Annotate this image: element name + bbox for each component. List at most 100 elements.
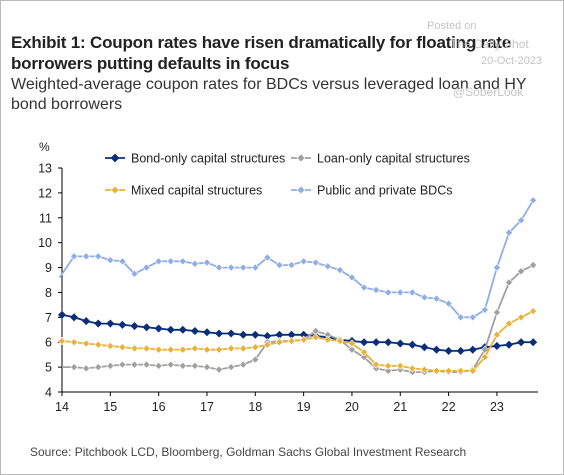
- x-tick-label: 19: [297, 400, 311, 414]
- series-point-3: [468, 313, 477, 322]
- series-point-2: [251, 343, 260, 352]
- series-point-2: [420, 365, 429, 374]
- series-point-0: [492, 341, 501, 350]
- series-point-0: [384, 338, 393, 347]
- series-point-3: [299, 257, 308, 266]
- series-point-0: [360, 338, 369, 347]
- series-point-0: [154, 324, 163, 333]
- series-point-3: [504, 228, 514, 237]
- series-line-3: [58, 199, 534, 319]
- series-point-2: [287, 336, 296, 346]
- line-chart: % 4 5 6 7 8 9 10 11 12 13 14 15 16 17 18 19 20 21 22 23 Bond-…: [38, 140, 538, 414]
- series-point-3: [517, 216, 526, 225]
- series-point-3: [166, 257, 175, 266]
- series-point-2: [384, 361, 393, 370]
- series-point-0: [468, 345, 477, 354]
- x-tick-label: 17: [200, 400, 214, 414]
- series-point-2: [118, 343, 127, 352]
- legend-entry: Mixed capital structures: [131, 184, 262, 198]
- series-point-3: [347, 273, 356, 282]
- series-point-3: [323, 262, 332, 271]
- series-point-1: [178, 361, 187, 370]
- series-point-2: [480, 353, 489, 362]
- series-point-2: [360, 348, 369, 357]
- y-tick-label: 10: [38, 236, 52, 250]
- series-point-0: [227, 329, 236, 338]
- chart-subtitle: Weighted-average coupon rates for BDCs v…: [11, 76, 527, 113]
- series-point-2: [202, 345, 211, 354]
- series-point-1: [190, 361, 199, 370]
- series-point-0: [432, 345, 441, 354]
- series-point-1: [504, 278, 514, 287]
- series-line-0: [61, 313, 534, 352]
- series-point-2: [94, 340, 103, 349]
- y-tick-label: 12: [38, 186, 52, 200]
- series-point-3: [287, 261, 296, 270]
- series-line-2: [61, 310, 534, 372]
- series-point-0: [517, 338, 526, 347]
- series-point-3: [384, 288, 393, 297]
- watermark-brand: The Daily Shot: [450, 37, 529, 51]
- series-point-3: [130, 269, 139, 278]
- series-point-1: [94, 363, 103, 372]
- x-tick-label: 14: [55, 400, 69, 414]
- y-tick-label: 8: [45, 286, 52, 300]
- series-point-2: [227, 344, 236, 353]
- series-point-3: [251, 263, 260, 272]
- legend-swatch-marker: [296, 153, 306, 163]
- series-point-1: [492, 308, 501, 317]
- series-point-3: [444, 299, 453, 308]
- series-point-2: [57, 336, 67, 346]
- series-point-2: [444, 366, 453, 375]
- series-point-2: [347, 339, 356, 348]
- y-tick-label: 11: [39, 211, 52, 225]
- series-point-3: [360, 283, 369, 292]
- legend-swatch-marker: [110, 153, 120, 163]
- series-point-3: [118, 257, 127, 266]
- series-point-0: [420, 343, 429, 352]
- series-point-3: [94, 252, 103, 261]
- y-tick-label: 5: [45, 361, 52, 375]
- series-point-3: [202, 258, 211, 267]
- series-point-3: [263, 253, 272, 262]
- watermark-date: 20-Oct-2023: [481, 55, 543, 67]
- series-point-2: [239, 344, 248, 353]
- series-point-0: [215, 329, 224, 338]
- series-point-3: [142, 263, 151, 272]
- series-point-2: [456, 366, 465, 375]
- series-point-0: [142, 323, 151, 332]
- series-point-1: [202, 363, 211, 372]
- series-point-1: [227, 363, 236, 372]
- y-tick-label: 6: [45, 336, 52, 350]
- series-point-3: [529, 196, 538, 205]
- series-point-2: [142, 344, 151, 353]
- x-tick-label: 21: [393, 400, 407, 414]
- series-point-2: [166, 345, 175, 354]
- series-point-2: [154, 345, 163, 354]
- series-point-3: [239, 263, 248, 272]
- series-point-2: [492, 330, 501, 339]
- x-tick-label: 23: [490, 400, 504, 414]
- series-point-0: [408, 340, 417, 349]
- series-point-3: [275, 261, 284, 270]
- series-point-0: [118, 320, 127, 329]
- series-point-3: [215, 263, 224, 272]
- series-point-2: [82, 339, 91, 348]
- legend-swatch-marker: [296, 185, 306, 195]
- series-point-2: [190, 344, 199, 353]
- series-point-1: [106, 361, 115, 370]
- series-point-2: [299, 335, 308, 344]
- series-point-3: [106, 256, 115, 265]
- y-tick-label: 9: [45, 261, 52, 275]
- legend-swatch-marker: [110, 185, 120, 195]
- series-point-2: [432, 366, 441, 375]
- series-point-0: [94, 319, 103, 328]
- series-point-0: [529, 338, 538, 347]
- series-point-2: [396, 361, 405, 370]
- series-point-3: [420, 293, 429, 302]
- series-point-1: [251, 355, 260, 364]
- x-tick-label: 16: [152, 400, 166, 414]
- series-point-0: [82, 317, 91, 326]
- series-point-3: [311, 258, 320, 267]
